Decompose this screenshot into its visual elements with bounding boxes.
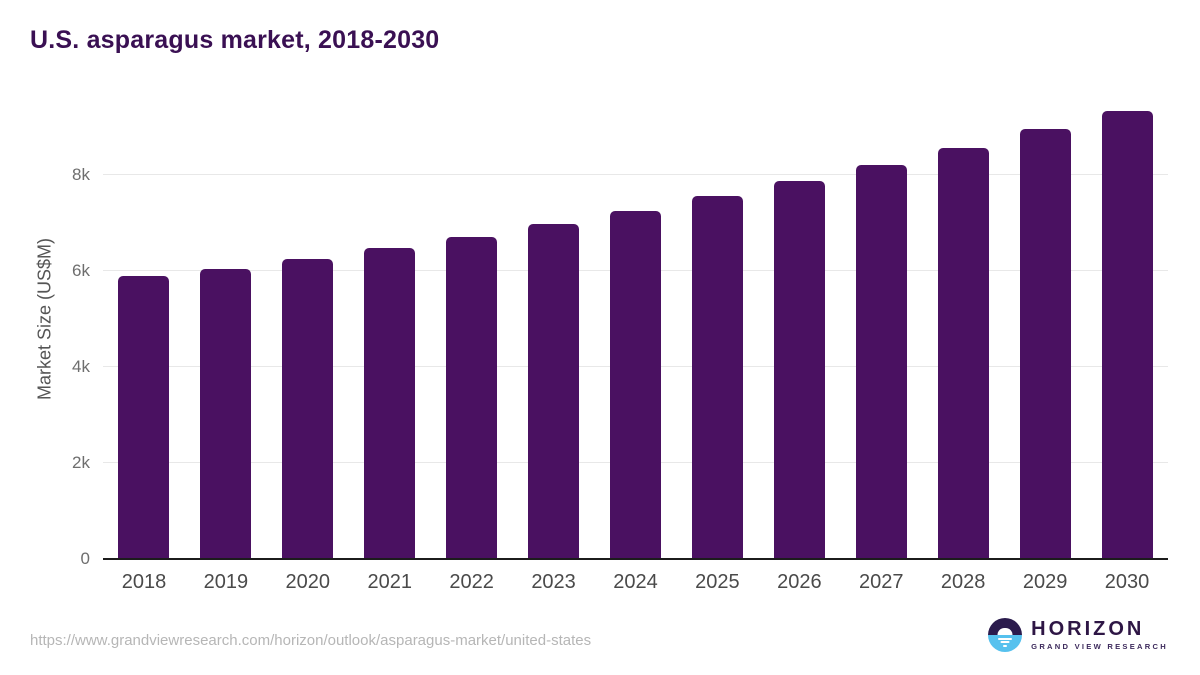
bar-2019 [200, 268, 252, 559]
x-tick-2022: 2022 [449, 571, 494, 593]
logo-name: HORIZON [1031, 618, 1145, 640]
sun-ray-shape [998, 637, 1013, 640]
bar-slot-2018 [103, 79, 185, 559]
y-tick-4k: 4k [72, 357, 90, 376]
sun-ray-shape [1000, 641, 1010, 643]
horizon-sunset-icon [988, 618, 1023, 652]
bar-slot-2025 [676, 79, 758, 559]
x-tick-2026: 2026 [777, 571, 822, 593]
x-tick-2019: 2019 [203, 571, 249, 593]
bar-slot-2024 [595, 79, 677, 559]
bar-2029 [1019, 128, 1071, 559]
bar-2023 [528, 224, 580, 559]
sun-ray-shape [1003, 644, 1008, 647]
bar-slot-2021 [349, 79, 431, 559]
bar-slot-2026 [758, 79, 840, 559]
bars-container [103, 79, 1168, 559]
x-tick-2027: 2027 [859, 571, 904, 593]
bar-2026 [773, 181, 825, 559]
x-axis-line [103, 558, 1168, 560]
bar-slot-2029 [1004, 79, 1086, 559]
x-tick-2023: 2023 [531, 571, 576, 593]
bar-2024 [609, 211, 661, 559]
bar-2020 [282, 258, 334, 559]
bar-slot-2019 [185, 79, 267, 559]
y-tick-2k: 2k [72, 453, 90, 472]
x-tick-2021: 2021 [367, 571, 412, 593]
y-axis-ticks: 0 2k 4k 6k 8k [0, 79, 90, 568]
y-tick-8k: 8k [72, 165, 90, 184]
bar-slot-2030 [1086, 79, 1168, 559]
y-tick-6k: 6k [72, 261, 90, 280]
x-tick-2024: 2024 [613, 571, 658, 593]
source-url: https://www.grandviewresearch.com/horizo… [30, 632, 592, 649]
x-tick-2030: 2030 [1104, 571, 1150, 593]
bar-2022 [446, 236, 498, 559]
bar-slot-2020 [267, 79, 349, 559]
bar-2021 [364, 247, 416, 559]
gridline-8k [103, 174, 1168, 175]
x-tick-2029: 2029 [1022, 571, 1068, 593]
sun-dome-shape [997, 628, 1013, 635]
x-axis-ticks: 2018 2019 2020 2021 2022 2023 2024 2025 2026 2027… [103, 571, 1168, 594]
logo-tagline: GRAND VIEW RESEARCH [1031, 642, 1168, 651]
x-tick-2020: 2020 [285, 571, 331, 593]
bar-2025 [691, 196, 743, 559]
bar-slot-2027 [840, 79, 922, 559]
y-tick-0: 0 [80, 549, 90, 568]
chart-title: U.S. asparagus market, 2018-2030 [30, 26, 440, 54]
bar-slot-2022 [431, 79, 513, 559]
x-tick-2028: 2028 [940, 571, 986, 593]
bar-slot-2023 [513, 79, 595, 559]
bar-2027 [855, 164, 907, 559]
horizon-logo: HORIZON GRAND VIEW RESEARCH [988, 618, 1168, 652]
x-tick-2025: 2025 [695, 571, 740, 593]
x-tick-2018: 2018 [121, 571, 167, 593]
bar-2030 [1101, 110, 1153, 559]
bar-slot-2028 [922, 79, 1004, 559]
bar-2018 [118, 275, 170, 559]
bar-2028 [937, 147, 989, 559]
plot-area [103, 79, 1168, 560]
logo-text: HORIZON GRAND VIEW RESEARCH [1031, 618, 1168, 652]
